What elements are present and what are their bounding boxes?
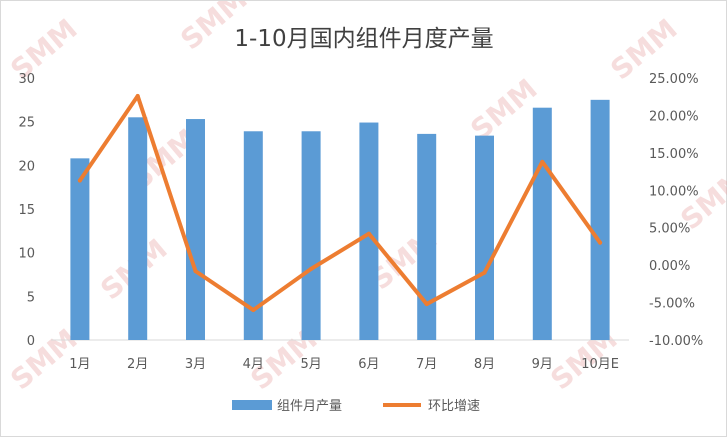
line-point [540,159,545,164]
line-point [135,93,140,98]
x-tick-label: 4月 [243,357,264,372]
watermark-logo: SMM [464,72,543,146]
watermark-logo: SMM [4,12,83,86]
x-tick-label: 2月 [127,357,148,372]
left-y-axis: 0 5 10 15 20 25 30 [18,72,35,349]
line-point [251,308,256,313]
x-tick-label: 3月 [185,357,206,372]
right-y-axis: -10.00% -5.00% 0.00% 5.00% 10.00% 15.00% 20.00… [649,72,703,349]
legend-line-label: 环比增速 [428,399,480,414]
left-tick-label: 0 [27,334,35,349]
left-tick-label: 15 [18,203,35,218]
right-tick-label: -5.00% [649,297,695,312]
legend-bar-label: 组件月产量 [277,399,342,414]
left-tick-label: 5 [27,290,35,305]
bar [359,122,379,340]
bar [532,107,552,341]
left-tick-label: 30 [18,72,35,87]
bar [475,135,494,340]
right-tick-label: 10.00% [649,184,699,199]
line-point [309,266,314,271]
bar [70,158,90,340]
left-tick-label: 20 [18,159,35,174]
line-point [366,231,371,236]
right-tick-label: 0.00% [649,259,690,274]
x-tick-label: 8月 [474,357,495,372]
x-tick-label: 7月 [416,357,437,372]
line-point [482,270,487,275]
left-tick-label: 10 [18,247,35,262]
line-point [598,240,603,245]
legend: 组件月产量 环比增速 [232,399,480,414]
right-tick-label: 15.00% [649,147,699,162]
bar [301,131,321,340]
line-point [424,302,429,307]
line-series [77,93,603,313]
line-point [77,178,82,183]
right-tick-label: -10.00% [649,334,703,349]
right-tick-label: 5.00% [649,222,690,237]
bar [186,119,205,341]
x-tick-label: 10月E [581,357,619,372]
x-tick-label: 5月 [300,357,321,372]
right-tick-label: 20.00% [649,109,699,124]
x-tick-label: 6月 [358,357,379,372]
x-axis-ticks: 1月 2月 3月 4月 5月 6月 7月 8月 9月 10月E [69,357,619,372]
x-tick-label: 1月 [69,357,90,372]
right-tick-label: 25.00% [649,72,699,87]
bar [417,133,437,340]
bar [128,117,148,340]
bar [243,131,263,340]
bar [590,99,610,340]
bar-series [70,99,610,341]
mom-growth-line [77,93,603,313]
left-tick-label: 25 [18,116,35,131]
line-point [193,269,198,274]
x-tick-label: 9月 [532,357,553,372]
chart-title: 1-10月国内组件月度产量 [234,26,493,52]
legend-bar-swatch [232,400,272,410]
